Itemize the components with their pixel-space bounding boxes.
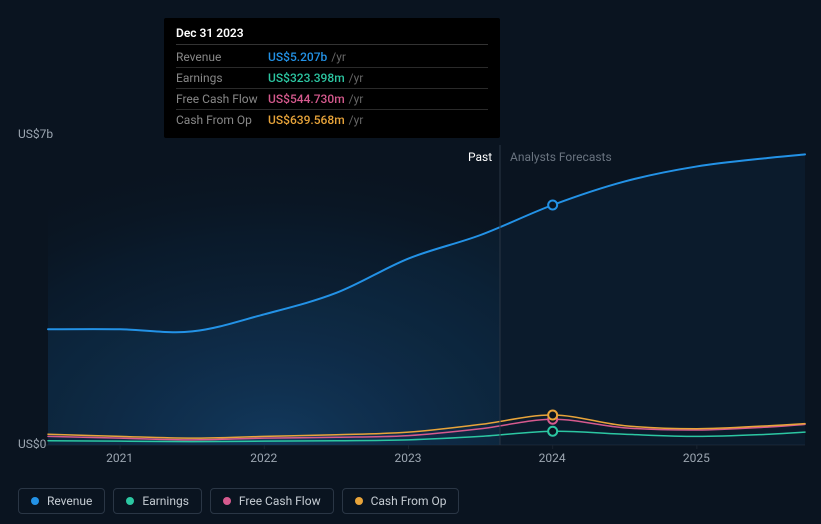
x-axis-label: 2022 <box>250 451 277 465</box>
x-axis-label: 2023 <box>394 451 421 465</box>
financials-chart: Dec 31 2023 RevenueUS$5.207b/yrEarningsU… <box>0 0 821 524</box>
tooltip-metric-unit: /yr <box>331 50 346 64</box>
tooltip-date: Dec 31 2023 <box>176 26 488 45</box>
tooltip-metric-label: Revenue <box>176 50 268 64</box>
tooltip-metric-value: US$639.568m <box>268 113 345 127</box>
x-axis-label: 2025 <box>683 451 710 465</box>
legend-item-cash-from-op[interactable]: Cash From Op <box>342 488 460 514</box>
tooltip-metric-label: Cash From Op <box>176 113 268 127</box>
tooltip-row: Free Cash FlowUS$544.730m/yr <box>176 89 488 110</box>
tooltip-metric-label: Free Cash Flow <box>176 92 268 106</box>
tooltip-metric-unit: /yr <box>349 113 364 127</box>
tooltip-metric-unit: /yr <box>349 92 364 106</box>
tooltip-metric-value: US$5.207b <box>268 50 327 64</box>
legend-dot-icon <box>126 497 134 505</box>
legend-label: Cash From Op <box>371 494 447 508</box>
legend-item-revenue[interactable]: Revenue <box>18 488 105 514</box>
y-axis-label: US$7b <box>18 127 53 141</box>
tooltip-metric-value: US$544.730m <box>268 92 345 106</box>
tooltip-row: RevenueUS$5.207b/yr <box>176 47 488 68</box>
forecast-region-label: Analysts Forecasts <box>510 150 612 164</box>
tooltip-metric-value: US$323.398m <box>268 71 345 85</box>
legend-dot-icon <box>355 497 363 505</box>
chart-tooltip: Dec 31 2023 RevenueUS$5.207b/yrEarningsU… <box>164 18 500 138</box>
chart-legend: Revenue Earnings Free Cash Flow Cash From O… <box>18 488 459 514</box>
legend-label: Free Cash Flow <box>239 494 321 508</box>
x-axis-label: 2021 <box>106 451 133 465</box>
y-axis-label: US$0 <box>18 437 46 451</box>
legend-item-free-cash-flow[interactable]: Free Cash Flow <box>210 488 334 514</box>
legend-dot-icon <box>31 497 39 505</box>
past-region-label: Past <box>468 150 492 164</box>
legend-dot-icon <box>223 497 231 505</box>
legend-label: Revenue <box>47 494 92 508</box>
tooltip-row: EarningsUS$323.398m/yr <box>176 68 488 89</box>
legend-label: Earnings <box>142 494 189 508</box>
tooltip-rows: RevenueUS$5.207b/yrEarningsUS$323.398m/y… <box>176 47 488 130</box>
tooltip-metric-label: Earnings <box>176 71 268 85</box>
tooltip-row: Cash From OpUS$639.568m/yr <box>176 110 488 130</box>
legend-item-earnings[interactable]: Earnings <box>113 488 202 514</box>
x-axis-label: 2024 <box>539 451 566 465</box>
tooltip-metric-unit: /yr <box>349 71 364 85</box>
